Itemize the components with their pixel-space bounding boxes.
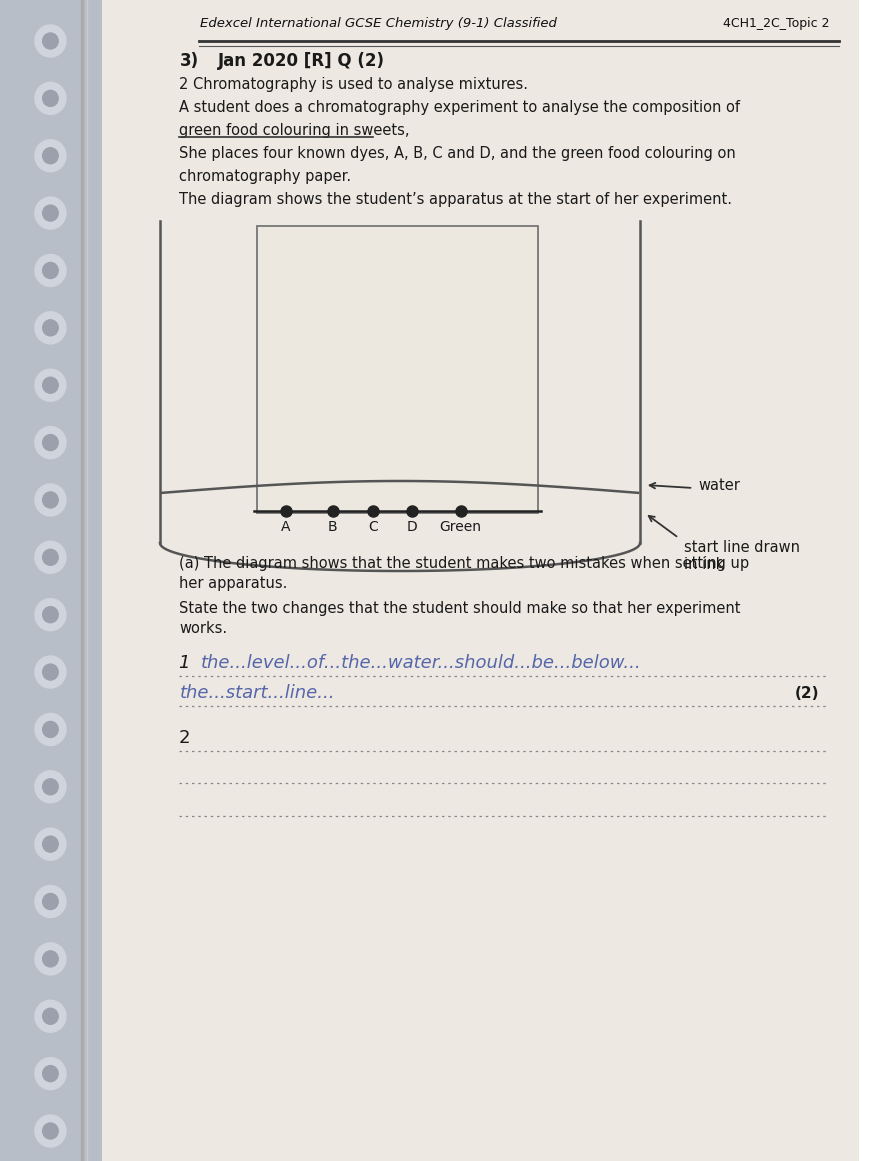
Bar [367,0,404,1161]
Bar [102,0,859,1161]
Circle shape [43,1123,58,1139]
Text: Jan 2020 [R] Q (2): Jan 2020 [R] Q (2) [218,52,385,70]
Circle shape [43,1008,58,1024]
Text: 3): 3) [179,52,198,70]
Circle shape [35,771,66,802]
Text: the...level...of...the...water...should...be...below...: the...level...of...the...water...should.… [201,654,641,672]
Bar [215,0,253,1161]
Bar [253,0,291,1161]
Bar [102,0,140,1161]
Text: the...start...line...: the...start...line... [179,684,335,702]
Circle shape [35,828,66,860]
Circle shape [43,894,58,909]
Bar [329,0,367,1161]
Circle shape [43,205,58,221]
Circle shape [35,312,66,344]
Text: State the two changes that the student should make so that her experiment: State the two changes that the student s… [179,601,741,616]
Bar [820,0,859,1161]
Circle shape [43,91,58,107]
Circle shape [43,951,58,967]
Circle shape [43,549,58,565]
Circle shape [43,319,58,336]
Bar [480,0,517,1161]
Circle shape [43,147,58,164]
Circle shape [35,599,66,630]
Circle shape [43,607,58,622]
Circle shape [35,541,66,574]
Text: A: A [282,520,291,534]
Circle shape [35,943,66,975]
Circle shape [43,721,58,737]
Text: C: C [369,520,378,534]
Text: Green: Green [439,520,482,534]
Circle shape [35,1058,66,1090]
Text: (2): (2) [795,686,820,701]
Text: She places four known dyes, A, B, C and D, and the green food colouring on: She places four known dyes, A, B, C and … [179,146,736,161]
Text: A student does a chromatography experiment to analyse the composition of: A student does a chromatography experime… [179,100,741,115]
Bar [556,0,594,1161]
Circle shape [35,254,66,287]
Circle shape [35,197,66,229]
Circle shape [35,484,66,515]
Circle shape [43,492,58,509]
Circle shape [35,426,66,459]
Text: start line drawn
in ink: start line drawn in ink [684,540,800,572]
Text: 2: 2 [179,729,197,747]
Bar [594,0,631,1161]
Text: D: D [407,520,417,534]
Circle shape [35,886,66,917]
Bar [782,0,820,1161]
Text: The diagram shows the student’s apparatus at the start of her experiment.: The diagram shows the student’s apparatu… [179,192,733,207]
Circle shape [43,33,58,49]
Bar [177,0,215,1161]
Circle shape [43,377,58,394]
Bar [669,0,707,1161]
Text: works.: works. [179,621,228,636]
Bar [517,0,556,1161]
Circle shape [43,664,58,680]
Circle shape [35,656,66,688]
FancyBboxPatch shape [257,226,538,513]
Text: Edexcel International GCSE Chemistry (9-1) Classified: Edexcel International GCSE Chemistry (9-… [199,17,556,30]
Text: 4CH1_2C_Topic 2: 4CH1_2C_Topic 2 [723,17,829,30]
Bar [291,0,329,1161]
Circle shape [35,713,66,745]
Circle shape [43,434,58,450]
Text: green food colouring in sweets,: green food colouring in sweets, [179,123,410,138]
Bar [631,0,669,1161]
Circle shape [35,1115,66,1147]
Circle shape [43,779,58,795]
Circle shape [43,836,58,852]
Circle shape [35,139,66,172]
Text: 2 Chromatography is used to analyse mixtures.: 2 Chromatography is used to analyse mixt… [179,77,528,92]
Bar [140,0,177,1161]
Circle shape [35,369,66,402]
Bar [404,0,442,1161]
Bar [707,0,745,1161]
Bar [442,0,480,1161]
Text: B: B [328,520,338,534]
Text: 1: 1 [179,654,197,672]
Circle shape [35,82,66,115]
Text: (a) The diagram shows that the student makes two mistakes when setting up: (a) The diagram shows that the student m… [179,556,750,571]
Text: water: water [698,478,740,493]
Circle shape [43,262,58,279]
Text: her apparatus.: her apparatus. [179,576,288,591]
Circle shape [35,26,66,57]
Bar [745,0,782,1161]
Text: chromatography paper.: chromatography paper. [179,170,352,183]
Circle shape [43,1066,58,1082]
Circle shape [35,1001,66,1032]
Bar [0,0,102,1161]
